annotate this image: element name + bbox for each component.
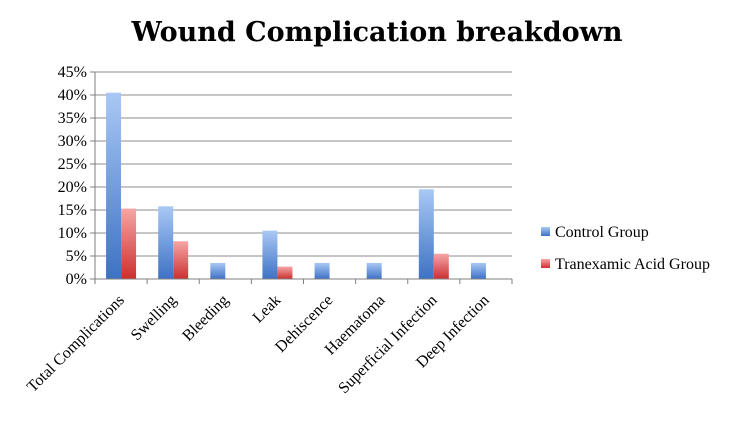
x-tick-label: Superficial Infection xyxy=(335,292,440,397)
bar-control xyxy=(418,189,434,279)
x-tick-label: Bleeding xyxy=(179,292,232,345)
x-tick-label: Swelling xyxy=(128,292,180,344)
y-tick-label: 0% xyxy=(66,271,87,288)
bar-control xyxy=(366,262,382,279)
legend-label: Tranexamic Acid Group xyxy=(555,256,710,273)
y-tick-label: 20% xyxy=(58,179,87,196)
legend-swatch xyxy=(541,227,550,236)
legend-swatch xyxy=(541,259,550,268)
legend-label: Control Group xyxy=(555,224,649,241)
bar-tranexamic xyxy=(173,241,189,279)
y-tick-label: 35% xyxy=(58,110,87,127)
bar-control xyxy=(210,262,226,279)
bar-control xyxy=(262,230,278,279)
y-tick-label: 30% xyxy=(58,133,87,150)
y-tick-label: 10% xyxy=(58,225,87,242)
gridlines xyxy=(95,71,512,257)
chart-title: Wound Complication breakdown xyxy=(130,17,622,48)
bar-control xyxy=(106,92,122,279)
y-tick-label: 40% xyxy=(58,87,87,104)
bar-control xyxy=(470,262,486,279)
x-tick-label: Total Complications xyxy=(24,292,128,396)
legend: Control Group Tranexamic Acid Group xyxy=(541,224,710,273)
bar-tranexamic xyxy=(433,253,449,279)
bar-tranexamic xyxy=(277,266,293,279)
bar-control xyxy=(158,206,174,279)
y-tick-label: 5% xyxy=(66,248,87,265)
bar-tranexamic xyxy=(121,208,137,279)
y-tick-label: 15% xyxy=(58,202,87,219)
bars xyxy=(106,92,486,279)
y-tick-label: 45% xyxy=(58,64,87,81)
y-tick-label: 25% xyxy=(58,156,87,173)
x-tick-label: Leak xyxy=(250,292,285,327)
y-axis-ticks: 0% 5% 10% 15% 20% 25% 30% 35% 40% 45% xyxy=(58,64,95,288)
bar-control xyxy=(314,262,330,279)
x-axis-ticks: Total Complications Swelling Bleeding LeakD… xyxy=(24,279,513,397)
